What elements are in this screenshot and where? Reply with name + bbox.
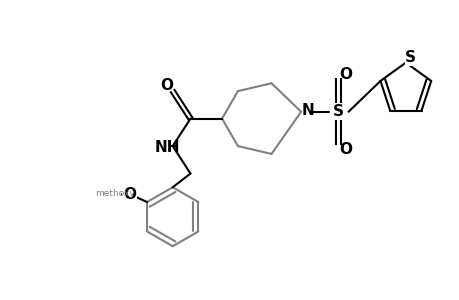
Text: O: O bbox=[338, 67, 351, 82]
Text: O: O bbox=[338, 142, 351, 157]
Text: O: O bbox=[160, 78, 173, 93]
Text: methoxy: methoxy bbox=[95, 189, 135, 198]
Text: S: S bbox=[332, 104, 343, 119]
Text: S: S bbox=[404, 50, 415, 65]
Text: O: O bbox=[123, 187, 135, 202]
Text: NH: NH bbox=[155, 140, 180, 154]
Text: N: N bbox=[301, 103, 314, 118]
